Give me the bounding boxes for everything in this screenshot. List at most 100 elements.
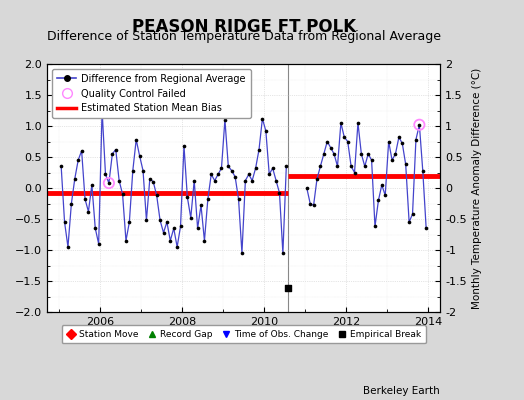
Point: [378, 182, 386, 188]
Point: [258, 115, 267, 122]
Point: [279, 250, 287, 256]
Point: [166, 238, 174, 244]
Point: [354, 120, 362, 126]
Point: [190, 177, 199, 184]
Point: [74, 157, 82, 163]
Point: [224, 163, 233, 170]
Point: [84, 208, 93, 215]
Point: [132, 136, 140, 143]
Point: [197, 202, 205, 208]
Point: [71, 176, 79, 182]
Point: [98, 107, 106, 114]
Point: [112, 146, 120, 153]
Point: [284, 285, 292, 292]
Point: [207, 171, 215, 178]
Point: [248, 177, 256, 184]
Point: [193, 225, 202, 232]
Point: [401, 161, 410, 168]
Point: [187, 214, 195, 221]
Point: [60, 219, 69, 225]
Point: [217, 165, 226, 171]
Point: [211, 177, 219, 184]
Point: [391, 151, 400, 157]
Point: [200, 238, 209, 244]
Point: [118, 191, 127, 197]
Point: [330, 151, 339, 157]
Point: [272, 177, 280, 184]
Point: [344, 138, 352, 145]
Legend: Station Move, Record Gap, Time of Obs. Change, Empirical Break: Station Move, Record Gap, Time of Obs. C…: [62, 326, 425, 344]
Point: [108, 151, 116, 157]
Point: [245, 171, 253, 178]
Point: [275, 190, 283, 196]
Point: [320, 151, 328, 157]
Point: [415, 122, 423, 128]
Text: PEASON RIDGE FT POLK: PEASON RIDGE FT POLK: [132, 18, 356, 36]
Point: [309, 202, 318, 208]
Point: [415, 122, 423, 128]
Point: [282, 163, 290, 170]
Point: [221, 117, 229, 123]
Point: [313, 176, 321, 182]
Point: [105, 180, 113, 186]
Point: [405, 219, 413, 225]
Point: [412, 136, 420, 143]
Text: Berkeley Earth: Berkeley Earth: [364, 386, 440, 396]
Point: [351, 169, 359, 176]
Point: [367, 157, 376, 163]
Point: [204, 196, 212, 202]
Point: [381, 192, 389, 199]
Point: [91, 225, 100, 232]
Point: [316, 163, 324, 170]
Point: [361, 163, 369, 170]
Point: [395, 134, 403, 140]
Point: [105, 180, 113, 186]
Point: [122, 238, 130, 244]
Point: [128, 168, 137, 174]
Point: [94, 241, 103, 247]
Point: [57, 163, 66, 170]
Point: [306, 200, 314, 207]
Point: [214, 171, 222, 178]
Point: [385, 138, 393, 145]
Point: [115, 177, 123, 184]
Point: [183, 194, 192, 200]
Point: [173, 244, 181, 250]
Point: [419, 168, 427, 174]
Text: Difference of Station Temperature Data from Regional Average: Difference of Station Temperature Data f…: [47, 30, 441, 43]
Point: [81, 196, 89, 202]
Point: [265, 171, 274, 178]
Point: [422, 225, 430, 232]
Point: [340, 134, 348, 140]
Point: [146, 176, 154, 182]
Point: [252, 165, 260, 171]
Point: [180, 143, 188, 149]
Point: [357, 151, 366, 157]
Point: [261, 128, 270, 134]
Point: [149, 178, 158, 185]
Point: [142, 217, 150, 224]
Point: [255, 146, 263, 153]
Point: [88, 182, 96, 188]
Point: [323, 138, 332, 145]
Point: [337, 120, 345, 126]
Point: [398, 140, 407, 146]
Y-axis label: Monthly Temperature Anomaly Difference (°C): Monthly Temperature Anomaly Difference (…: [472, 67, 482, 309]
Point: [64, 244, 72, 250]
Point: [78, 148, 86, 154]
Point: [101, 171, 110, 178]
Point: [408, 211, 417, 217]
Point: [388, 157, 396, 163]
Point: [268, 165, 277, 171]
Point: [333, 163, 342, 170]
Point: [364, 151, 373, 157]
Point: [159, 230, 168, 236]
Point: [135, 152, 144, 159]
Point: [163, 219, 171, 225]
Point: [234, 196, 243, 202]
Point: [177, 223, 185, 230]
Point: [67, 200, 75, 207]
Point: [302, 185, 311, 191]
Point: [374, 197, 383, 204]
Legend: Difference from Regional Average, Quality Control Failed, Estimated Station Mean: Difference from Regional Average, Qualit…: [52, 69, 250, 118]
